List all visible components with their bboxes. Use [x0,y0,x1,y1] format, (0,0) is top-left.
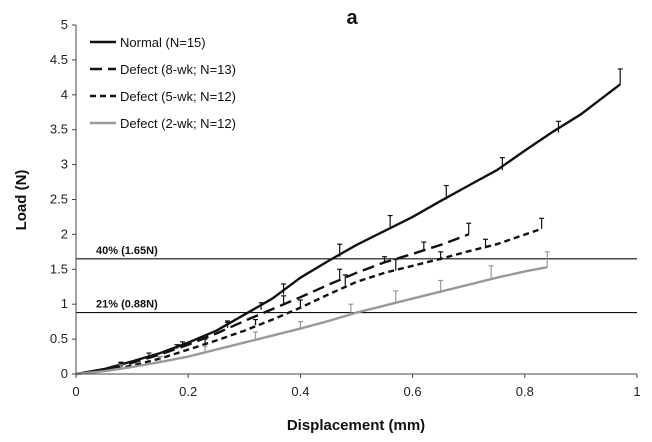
x-tick-label-0: 0 [72,384,79,399]
y-tick-label-9: 4.5 [50,52,68,67]
series-2 [75,217,545,376]
y-tick-label-6: 3 [61,157,68,172]
series-line-2 [75,227,542,376]
legend-label-3: Defect (2-wk; N=12) [120,116,236,131]
y-tick-label-8: 4 [61,87,68,102]
reference-label-0: 40% (1.65N) [96,245,158,257]
x-axis-title: Displacement (mm) [287,417,425,434]
y-tick-label-10: 5 [61,17,68,32]
series-0 [75,68,623,376]
axes: 0 0.5 1 1.5 2 2.5 3 3.5 4 4.5 5 0 0.2 0.4 0.6 0.8 1 [50,17,641,399]
legend-label-1: Defect (8-wk; N=13) [120,62,236,77]
series-line-3 [75,266,548,376]
y-tick-label-7: 3.5 [50,122,68,137]
x-tick-label-3: 0.6 [404,384,422,399]
y-tick-label-1: 0.5 [50,331,68,346]
series-1 [75,222,472,376]
series-line-1 [75,233,470,376]
x-tick-label-1: 0.2 [179,384,197,399]
x-tick-label-2: 0.4 [291,384,309,399]
x-tick-label-4: 0.8 [516,384,534,399]
reference-lines: 40% (1.65N) 21% (0.88N) [76,245,637,314]
y-tick-label-5: 2.5 [50,192,68,207]
y-tick-label-0: 0 [61,366,68,381]
legend-label-2: Defect (5-wk; N=12) [120,89,236,104]
legend: Normal (N=15) Defect (8-wk; N=13) Defect (… [90,35,236,131]
y-tick-label-3: 1.5 [50,261,68,276]
panel-label: a [346,7,358,29]
x-tick-label-5: 1 [633,384,640,399]
y-tick-label-2: 1 [61,296,68,311]
series-3 [75,251,550,376]
y-tick-label-4: 2 [61,226,68,241]
reference-label-1: 21% (0.88N) [96,299,158,311]
series-line-0 [75,83,621,376]
y-axis-title: Load (N) [13,170,30,231]
legend-label-0: Normal (N=15) [120,35,206,50]
series-layer [75,68,623,376]
